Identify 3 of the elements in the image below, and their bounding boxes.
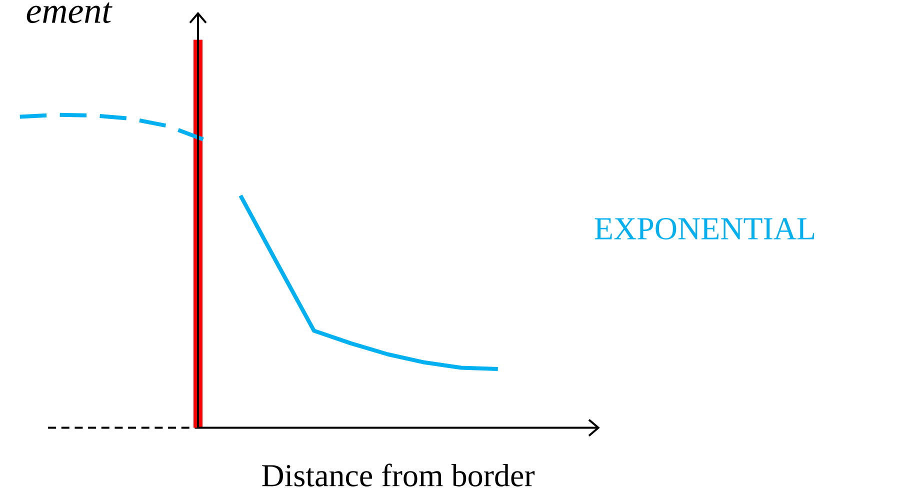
x-axis-title: Distance from border (262, 464, 535, 487)
text: EXPONENTIAL (594, 218, 814, 240)
y-axis-title: ement (26, 2, 112, 24)
